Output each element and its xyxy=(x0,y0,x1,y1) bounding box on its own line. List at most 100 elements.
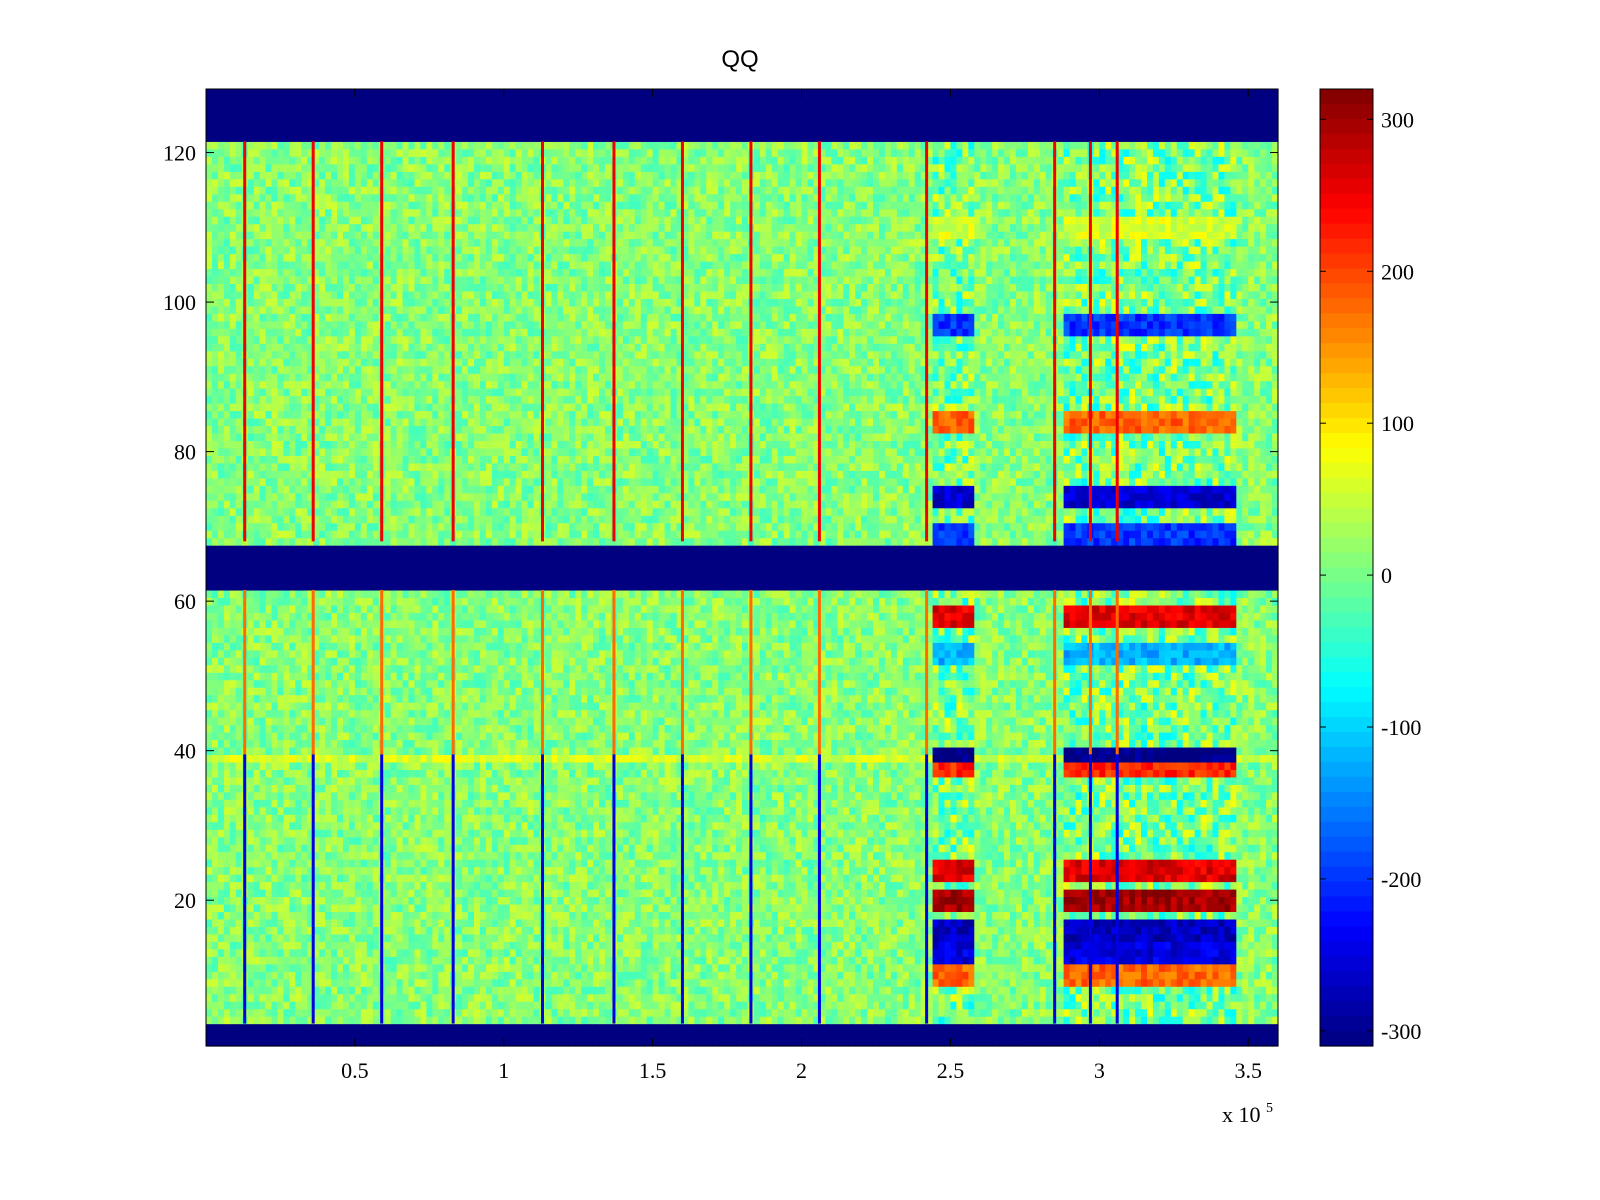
heatmap-cell xyxy=(789,874,797,883)
heatmap-cell xyxy=(325,1038,332,1047)
heatmap-cell xyxy=(1248,956,1255,965)
heatmap-cell xyxy=(527,1023,535,1032)
heatmap-cell xyxy=(998,1016,1005,1025)
heatmap-cell xyxy=(1158,851,1166,860)
heatmap-cell xyxy=(551,844,558,853)
heatmap-cell xyxy=(759,956,767,965)
heatmap-cell xyxy=(372,971,380,980)
heatmap-cell xyxy=(211,1008,219,1017)
heatmap-cell xyxy=(771,986,779,995)
heatmap-cell xyxy=(1218,1023,1225,1032)
heatmap-cell xyxy=(849,836,856,845)
heatmap-cell xyxy=(575,926,582,935)
heatmap-cell xyxy=(920,941,928,950)
heatmap-cell xyxy=(998,986,1005,995)
heatmap-cell xyxy=(277,896,285,905)
heatmap-cell xyxy=(497,888,505,898)
heatmap-cell xyxy=(706,1023,713,1032)
heatmap-cell xyxy=(295,956,302,965)
heatmap-cell xyxy=(468,993,475,1002)
heatmap-cell xyxy=(807,956,815,965)
heatmap-cell xyxy=(372,903,380,913)
heatmap-cell xyxy=(1236,874,1243,883)
heatmap-cell xyxy=(503,888,511,898)
heatmap-cell xyxy=(819,963,826,972)
heatmap-cell xyxy=(825,956,832,965)
heatmap-cell xyxy=(878,903,886,913)
heatmap-cell xyxy=(1170,888,1178,898)
heatmap-cell xyxy=(485,926,493,935)
heatmap-cell xyxy=(301,874,308,883)
heatmap-cell xyxy=(968,926,975,935)
heatmap-cell xyxy=(474,836,481,845)
heatmap-cell xyxy=(265,851,273,860)
heatmap-cell xyxy=(1170,986,1178,995)
heatmap-cell xyxy=(855,874,862,883)
heatmap-cell xyxy=(938,956,946,965)
heatmap-cell xyxy=(837,896,844,905)
heatmap-cell xyxy=(1081,1008,1089,1017)
heatmap-cell xyxy=(759,1023,767,1032)
heatmap-cell xyxy=(771,1038,779,1047)
heatmap-cell xyxy=(593,1023,600,1032)
heatmap-cell xyxy=(366,963,374,972)
heatmap-cell xyxy=(926,866,934,875)
heatmap-cell xyxy=(229,1038,237,1047)
heatmap-cell xyxy=(652,866,660,875)
heatmap-cell xyxy=(795,1031,803,1040)
heatmap-cell xyxy=(1254,1023,1261,1032)
heatmap-cell xyxy=(783,948,791,957)
heatmap-cell xyxy=(896,933,904,942)
heatmap-cell xyxy=(325,1023,332,1032)
heatmap-cell xyxy=(1057,926,1065,935)
heatmap-cell xyxy=(1027,963,1035,972)
heatmap-cell xyxy=(908,888,916,898)
heatmap-cell xyxy=(360,896,368,905)
heatmap-cell xyxy=(1004,896,1011,905)
heatmap-cell xyxy=(1141,866,1148,875)
heatmap-cell xyxy=(444,971,451,980)
heatmap-cell xyxy=(1081,986,1089,995)
heatmap-cell xyxy=(1045,859,1053,868)
heatmap-cell xyxy=(325,993,332,1002)
heatmap-cell xyxy=(718,978,725,987)
heatmap-cell xyxy=(223,978,231,987)
heatmap-cell xyxy=(497,918,505,927)
heatmap-cell xyxy=(1200,1038,1208,1047)
heatmap-cell xyxy=(789,978,797,987)
heatmap-cell xyxy=(771,1023,779,1032)
heatmap-cell xyxy=(468,844,475,853)
heatmap-cell xyxy=(634,836,642,845)
heatmap-cell xyxy=(956,948,963,957)
heatmap-cell xyxy=(730,851,737,860)
heatmap-cell xyxy=(206,926,213,935)
heatmap-cell xyxy=(569,933,576,942)
heatmap-cell xyxy=(1039,1038,1047,1047)
heatmap-cell xyxy=(861,933,868,942)
heatmap-cell xyxy=(938,896,946,905)
heatmap-cell xyxy=(843,948,850,957)
heatmap-cell xyxy=(1027,926,1035,935)
heatmap-cell xyxy=(759,911,767,920)
heatmap-cell xyxy=(396,971,404,980)
heatmap-cell xyxy=(557,1038,564,1047)
heatmap-cell xyxy=(497,881,505,890)
heatmap-cell xyxy=(658,836,666,845)
heatmap-cell xyxy=(962,1001,969,1010)
heatmap-cell xyxy=(974,986,981,995)
heatmap-cell xyxy=(878,948,886,957)
heatmap-cell xyxy=(247,888,255,898)
heatmap-cell xyxy=(1164,859,1172,868)
heatmap-cell xyxy=(694,978,701,987)
heatmap-cell xyxy=(450,1023,457,1032)
heatmap-cell xyxy=(819,978,826,987)
heatmap-cell xyxy=(474,859,481,868)
heatmap-cell xyxy=(331,888,338,898)
heatmap-cell xyxy=(342,978,350,987)
heatmap-cell xyxy=(521,1008,529,1017)
heatmap-cell xyxy=(396,941,404,950)
heatmap-cell xyxy=(295,874,302,883)
heatmap-cell xyxy=(587,1016,594,1025)
heatmap-cell xyxy=(676,903,684,913)
heatmap-cell xyxy=(563,866,570,875)
